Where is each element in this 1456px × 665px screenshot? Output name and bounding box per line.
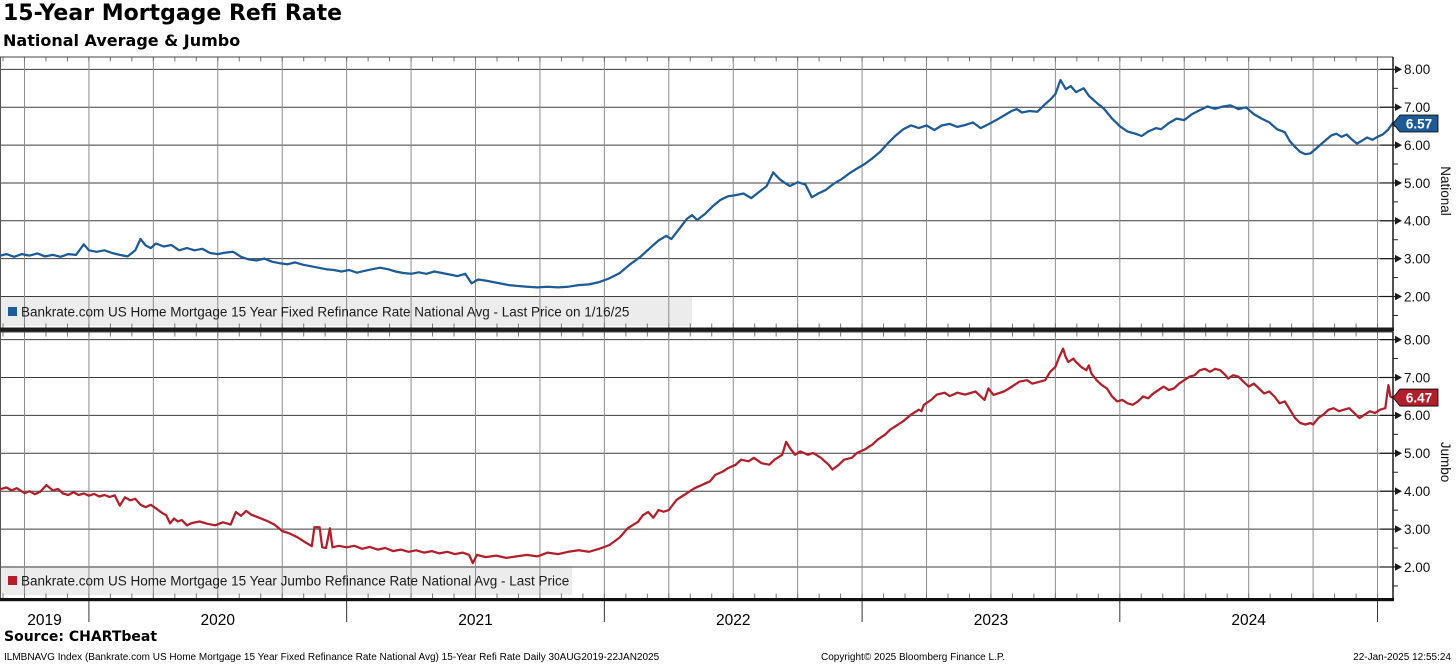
- y-axis-tick-label: 4.00: [1404, 484, 1430, 499]
- x-axis: 2019 2020 2021 2022 2023 2024: [27, 601, 1379, 629]
- source-label: Source: CHARTbeat: [4, 629, 158, 645]
- x-axis-year-label: 2024: [1231, 612, 1266, 629]
- y-axis-tick-label: 7.00: [1404, 370, 1430, 385]
- panel-national: 8.00 7.00 6.00 5.00 4.00 3.00 2.00 National Bank…: [0, 56, 1453, 331]
- x-axis-year-label: 2023: [974, 612, 1008, 629]
- y-axis-tick-label: 3.00: [1404, 522, 1430, 537]
- y-axis-tick-label: 6.00: [1404, 408, 1430, 423]
- page-title: 15-Year Mortgage Refi Rate: [3, 1, 343, 26]
- y-axis-tick-label: 2.00: [1404, 560, 1430, 575]
- y-axis-tick-label: 3.00: [1404, 251, 1430, 266]
- axis-label-jumbo: Jumbo: [1438, 442, 1453, 483]
- last-price-badge-national: [1392, 114, 1439, 133]
- axis-label-national: National: [1438, 166, 1453, 216]
- legend-strip: [0, 297, 692, 326]
- y-axis-tick-label: 8.00: [1404, 332, 1430, 347]
- panel-jumbo: 8.00 7.00 6.00 5.00 4.00 3.00 2.00 Jumbo Bankrat…: [0, 331, 1453, 601]
- y-axis-tick-label: 5.00: [1404, 176, 1430, 191]
- x-axis-year-label: 2022: [716, 612, 750, 629]
- last-price-badge-jumbo: [1392, 388, 1439, 407]
- x-axis-year-label: 2019: [27, 612, 61, 629]
- y-axis-tick-label: 4.00: [1404, 214, 1430, 229]
- panel-separator: [0, 327, 1394, 332]
- last-price-value-jumbo: 6.47: [1406, 390, 1432, 405]
- timestamp: 22-Jan-2025 12:55:24: [1353, 652, 1451, 663]
- legend-strip: [0, 566, 572, 595]
- gridlines: [0, 57, 1393, 328]
- minor-x-ticks: [2, 57, 1379, 328]
- legend-label-jumbo: Bankrate.com US Home Mortgage 15 Year Ju…: [21, 574, 569, 589]
- page-subtitle: National Average & Jumbo: [3, 31, 241, 50]
- y-axis-tick-label: 5.00: [1404, 446, 1430, 461]
- legend-label-national: Bankrate.com US Home Mortgage 15 Year Fi…: [21, 305, 629, 320]
- y-axis-tick-label: 2.00: [1404, 289, 1430, 304]
- minor-x-ticks: [2, 332, 1379, 598]
- mortgage-refi-rate-chart: 8.00 7.00 6.00 5.00 4.00 3.00 2.00 National Bank…: [0, 56, 1453, 629]
- x-axis-year-label: 2021: [458, 612, 492, 629]
- x-axis-year-label: 2020: [201, 612, 236, 629]
- jumbo-series-line: [0, 347, 1394, 565]
- copyright-notice: Copyright© 2025 Bloomberg Finance L.P.: [821, 652, 1005, 663]
- y-axis-tick-label: 7.00: [1404, 100, 1430, 115]
- y-axis-tick-label: 8.00: [1404, 62, 1430, 77]
- last-price-value-national: 6.57: [1406, 116, 1432, 131]
- index-description: ILMBNAVG Index (Bankrate.com US Home Mor…: [4, 652, 660, 663]
- national-series-line: [0, 78, 1394, 289]
- gridlines: [0, 332, 1393, 598]
- y-axis-tick-label: 6.00: [1404, 138, 1430, 153]
- x-axis-line: [0, 598, 1394, 602]
- legend-marker-jumbo: [8, 576, 17, 585]
- legend-marker-national: [8, 307, 17, 316]
